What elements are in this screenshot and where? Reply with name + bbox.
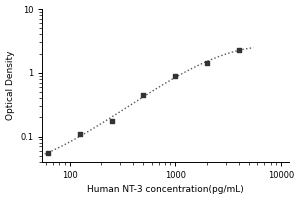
X-axis label: Human NT-3 concentration(pg/mL): Human NT-3 concentration(pg/mL) — [87, 185, 244, 194]
Point — [109, 119, 114, 123]
Point — [77, 132, 82, 135]
Y-axis label: Optical Density: Optical Density — [6, 51, 15, 120]
Point — [173, 74, 178, 77]
Point — [236, 48, 241, 51]
Point — [205, 62, 209, 65]
Point — [141, 93, 146, 96]
Point — [46, 151, 50, 155]
